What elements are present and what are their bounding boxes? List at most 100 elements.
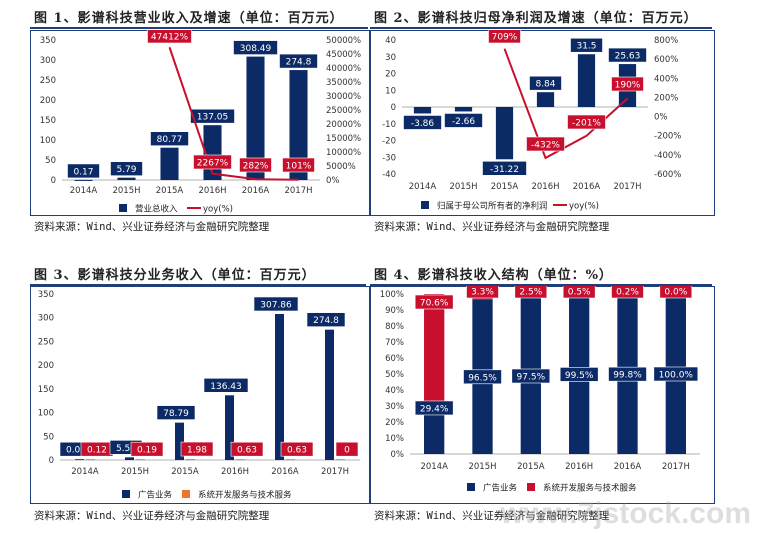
chart-1-yoy-label-4: 282% xyxy=(243,162,269,172)
chart-2-ytick-right-2: -200% xyxy=(654,132,681,142)
chart-4-bar-label-0-2: 97.5% xyxy=(517,373,546,383)
chart-1-yoy-line xyxy=(168,46,299,181)
chart-1-yoy-label-5-box xyxy=(282,157,315,173)
chart-2-ytick-right-6: 600% xyxy=(654,55,678,65)
chart-1-ytick-left-2: 100 xyxy=(40,136,56,146)
chart-1-xtick-2: 2015A xyxy=(156,186,184,196)
chart-1-legend-swatch-0 xyxy=(119,204,127,212)
chart-4-xtick-5: 2017H xyxy=(662,462,690,472)
chart-4-bar-label-1-1: 3.3% xyxy=(471,288,494,298)
chart-1-yoy-label-4-box xyxy=(239,157,272,173)
chart-4-ytick-8: 80% xyxy=(385,322,404,332)
chart-1-xtick-4: 2016A xyxy=(242,186,270,196)
chart-3-xtick-1: 2015H xyxy=(121,467,149,477)
chart-1-ytick-right-1: 5000% xyxy=(326,162,356,172)
chart-2-bar-label-0-box xyxy=(403,115,442,130)
chart-1-ytick-right-8: 40000% xyxy=(326,64,361,74)
chart-2-ytick-right-7: 800% xyxy=(654,36,678,46)
chart-3-legend-label-0: 广告业务 xyxy=(138,490,173,501)
chart-1-ytick-right-7: 35000% xyxy=(326,78,361,88)
chart-3-bar-0-3 xyxy=(225,395,234,460)
chart-2-legend-swatch-0 xyxy=(421,201,429,209)
chart-3-bar-label-1-1: 0.19 xyxy=(137,446,157,456)
chart-4-ytick-9: 90% xyxy=(385,306,404,316)
chart-3-bar-label-1-4-box xyxy=(280,441,314,457)
chart-1-ytick-left-5: 250 xyxy=(40,76,56,86)
chart-2-ytick-right-4: 200% xyxy=(654,93,678,103)
chart-1-yoy-label-3: 2267% xyxy=(197,159,229,169)
chart-2-ytick-right-3: 0% xyxy=(654,113,668,123)
chart-2-ytick-left-4: 0 xyxy=(391,103,396,113)
chart-3-bar-label-0-5-box xyxy=(306,312,346,327)
chart-3-ytick-6: 300 xyxy=(38,314,54,324)
chart-1-bar-4 xyxy=(246,56,265,180)
chart-4-xtick-1: 2015H xyxy=(468,462,496,472)
chart-3-bar-label-0-0: 0.05 xyxy=(66,446,86,456)
chart-4-legend-label-0: 广告业务 xyxy=(483,483,518,494)
chart-2-ytick-left-2: -20 xyxy=(382,137,396,147)
chart-3-legend-label-1: 系统开发服务与技术服务 xyxy=(198,490,292,501)
chart-1-source: 资料来源：Wind、兴业证券经济与金融研究院整理 xyxy=(34,221,270,233)
chart-1-ytick-right-4: 20000% xyxy=(326,120,361,130)
chart-3-bar-1-4 xyxy=(286,459,295,460)
chart-2-yoy-label-5-box xyxy=(611,76,644,92)
chart-3-ytick-7: 350 xyxy=(38,290,54,300)
chart-4-bar-label-1-3-box xyxy=(562,286,596,299)
chart-1-ytick-left-1: 50 xyxy=(45,156,56,166)
chart-4-xtick-0: 2014A xyxy=(420,462,448,472)
chart-4-title-rule xyxy=(370,284,712,286)
chart-3-title-rule xyxy=(30,284,366,286)
chart-1-yoy-label-2-box xyxy=(147,30,192,44)
chart-2-source: 资料来源：Wind、兴业证券经济与金融研究院整理 xyxy=(374,221,610,233)
chart-2-bar-label-1: -2.66 xyxy=(452,117,476,127)
chart-3-xtick-0: 2014A xyxy=(71,467,99,477)
chart-4-bar-label-0-4-box xyxy=(608,366,647,382)
chart-2-yoy-label-4-box xyxy=(567,114,606,130)
chart-3-bar-label-1-5: 0 xyxy=(344,446,350,456)
chart-1-ytick-right-0: 0% xyxy=(326,176,340,186)
chart-2-yoy-label-3: -432% xyxy=(531,141,560,151)
chart-4-bar-label-1-5-box xyxy=(659,286,693,299)
chart-1-bar-1 xyxy=(117,177,136,180)
chart-2-bar-label-5: 25.63 xyxy=(615,52,641,62)
chart-3-bar-0-2 xyxy=(175,422,184,460)
chart-2-ytick-left-8: 40 xyxy=(385,36,396,46)
chart-2-ytick-left-0: -40 xyxy=(382,170,396,180)
chart-4-xtick-4: 2016A xyxy=(614,462,642,472)
chart-3-bar-0-0 xyxy=(75,459,84,460)
chart-3-bar-label-0-2-box xyxy=(156,405,196,420)
chart-1-bar-label-0: 0.17 xyxy=(73,167,93,177)
chart-4-ytick-0: 0% xyxy=(391,450,405,460)
chart-3-bar-label-1-0: 0.12 xyxy=(87,446,107,456)
chart-4-bar-label-0-3-box xyxy=(559,367,599,382)
chart-1-bar-label-4: 308.49 xyxy=(240,44,272,54)
chart-1-title: 图 1、影谱科技营业收入及增速（单位：百万元） xyxy=(34,11,344,26)
chart-4-bar-label-1-5: 0.0% xyxy=(664,288,687,298)
chart-3-title: 图 3、影谱科技分业务收入（单位：百万元） xyxy=(34,268,316,283)
chart-3-bar-label-0-4-box xyxy=(253,296,299,312)
chart-3-ytick-3: 150 xyxy=(38,385,54,395)
chart-1-xtick-5: 2017H xyxy=(284,186,312,196)
chart-2-bar-1 xyxy=(454,107,473,112)
chart-4-bar-label-0-1: 96.5% xyxy=(468,373,497,383)
chart-1-ytick-left-0: 0 xyxy=(51,176,56,186)
chart-1-legend-label-1: yoy(%) xyxy=(203,205,233,215)
chart-1-frame xyxy=(30,30,370,216)
chart-4-bar-label-0-3: 99.5% xyxy=(565,371,594,381)
chart-3-legend-swatch-0 xyxy=(122,490,130,498)
chart-1-bar-label-5-box xyxy=(279,53,318,69)
chart-2-xtick-2: 2015A xyxy=(491,182,519,192)
chart-2-bar-0 xyxy=(413,107,432,114)
chart-3-bar-label-1-5-box xyxy=(335,441,359,457)
chart-2-xtick-1: 2015H xyxy=(449,182,477,192)
chart-2-xtick-5: 2017H xyxy=(613,182,641,192)
chart-2-bar-label-0: -3.86 xyxy=(411,119,435,129)
chart-4-title: 图 4、影谱科技收入结构（单位：%） xyxy=(374,268,613,283)
chart-2-ytick-left-5: 10 xyxy=(385,86,396,96)
chart-1-xtick-0: 2014A xyxy=(70,186,98,196)
chart-1-bar-label-0-box xyxy=(67,163,100,179)
chart-2-ytick-right-1: -400% xyxy=(654,151,681,161)
chart-2-bar-label-3: 8.84 xyxy=(535,80,555,90)
chart-4-bar-label-1-4-box xyxy=(611,286,644,299)
chart-1-ytick-right-10: 50000% xyxy=(326,36,361,46)
